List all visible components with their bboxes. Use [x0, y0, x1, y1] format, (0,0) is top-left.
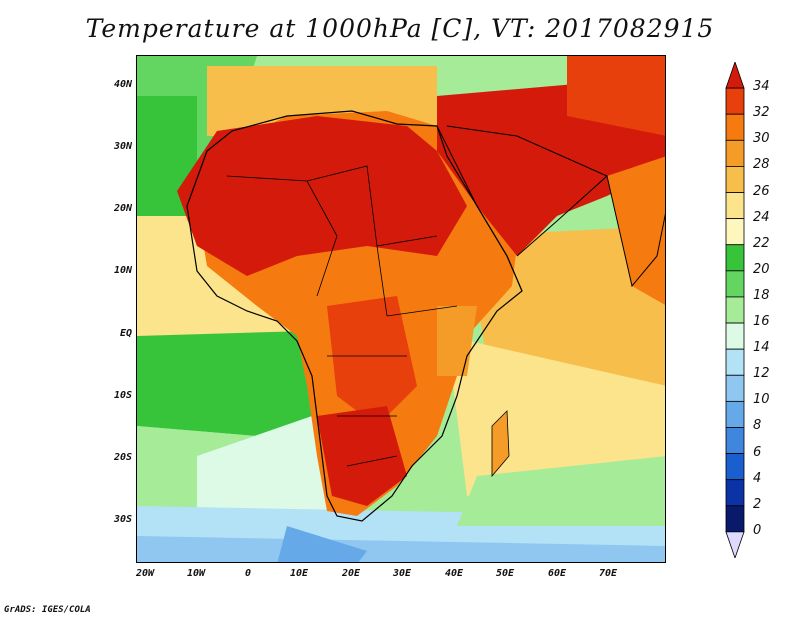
- colorbar-label: 24: [753, 209, 770, 225]
- lat-label-20s: 20S: [113, 452, 132, 463]
- map-title: Temperature at 1000hPa [C], VT: 20170829…: [85, 14, 715, 43]
- iran-hot: [567, 56, 665, 136]
- colorbar-segment: [725, 531, 745, 558]
- indian-ocean-green: [457, 456, 665, 526]
- colorbar-segment: [725, 348, 745, 376]
- lat-label-20n: 20N: [113, 203, 132, 214]
- lon-label-30e: 30E: [392, 568, 412, 579]
- lat-label-30n: 30N: [113, 141, 132, 152]
- lon-label-20w: 20W: [135, 568, 155, 579]
- colorbar-segment: [725, 296, 745, 324]
- lat-label-10s: 10S: [113, 390, 132, 401]
- colorbar-label: 0: [753, 522, 762, 538]
- colorbar-segment: [725, 322, 745, 350]
- colorbar-segment: [725, 218, 745, 246]
- colorbar-segment: [725, 62, 745, 89]
- lon-label-20e: 20E: [341, 568, 361, 579]
- congo-hot: [327, 296, 417, 426]
- colorbar-segment: [725, 427, 745, 454]
- colorbar-label: 34: [753, 79, 770, 95]
- lon-label-10w: 10W: [186, 568, 206, 579]
- colorbar-label: 32: [753, 105, 770, 121]
- colorbar-label: 4: [753, 470, 762, 486]
- temperature-field: [137, 56, 665, 562]
- colorbar-label: 8: [753, 418, 762, 434]
- india-coast: [606, 175, 665, 288]
- lat-label-10n: 10N: [113, 265, 132, 276]
- lat-label-eq: EQ: [119, 328, 132, 339]
- colorbar-segment: [725, 479, 745, 507]
- lon-label-70e: 70E: [598, 568, 618, 579]
- india: [607, 156, 665, 305]
- grads-credit: GrADS: IGES/COLA: [4, 605, 91, 615]
- colorbar-segment: [725, 192, 745, 220]
- africa-coastline: [186, 110, 523, 522]
- lon-label-60e: 60E: [547, 568, 567, 579]
- red-sea-coast: [436, 125, 523, 292]
- lat-label-40n: 40N: [113, 79, 132, 90]
- colorbar-segment: [725, 270, 745, 298]
- colorbar-label: 12: [753, 366, 770, 382]
- cape-cool: [277, 526, 367, 562]
- colorbar-segment: [725, 400, 745, 428]
- colorbar-label: 30: [753, 131, 770, 147]
- east-africa-highlands: [437, 306, 477, 376]
- madagascar: [491, 410, 510, 478]
- colorbar-label: 10: [753, 392, 770, 408]
- colorbar-label: 28: [753, 157, 770, 173]
- gulf-guinea-green: [137, 331, 327, 436]
- colorbar-label: 2: [753, 496, 762, 512]
- lon-label-40e: 40E: [444, 568, 464, 579]
- colorbar-label: 22: [753, 235, 770, 251]
- lon-label-50e: 50E: [495, 568, 515, 579]
- map-area: [136, 55, 666, 563]
- colorbar-segment: [725, 244, 745, 272]
- sahara-hot: [177, 116, 467, 276]
- colorbar-segment: [725, 374, 745, 402]
- country-borders: [226, 165, 458, 467]
- lon-label-0: 0: [244, 568, 252, 579]
- southern-africa-hot: [317, 406, 407, 506]
- south-ocean-cooler: [137, 536, 665, 562]
- colorbar-label: 18: [753, 287, 770, 303]
- colorbar-segment: [725, 139, 745, 167]
- colorbar-label: 16: [753, 314, 770, 330]
- colorbar-segment: [725, 166, 745, 193]
- colorbar-segment: [725, 113, 745, 141]
- colorbar: [725, 62, 745, 558]
- colorbar-segment: [725, 87, 745, 115]
- colorbar-label: 20: [753, 261, 770, 277]
- colorbar-label: 14: [753, 340, 770, 356]
- colorbar-label: 26: [753, 183, 770, 199]
- lon-label-10e: 10E: [289, 568, 309, 579]
- lat-label-30s: 30S: [113, 514, 132, 525]
- colorbar-label: 6: [753, 444, 762, 460]
- colorbar-segment: [725, 505, 745, 533]
- colorbar-segment: [725, 453, 745, 481]
